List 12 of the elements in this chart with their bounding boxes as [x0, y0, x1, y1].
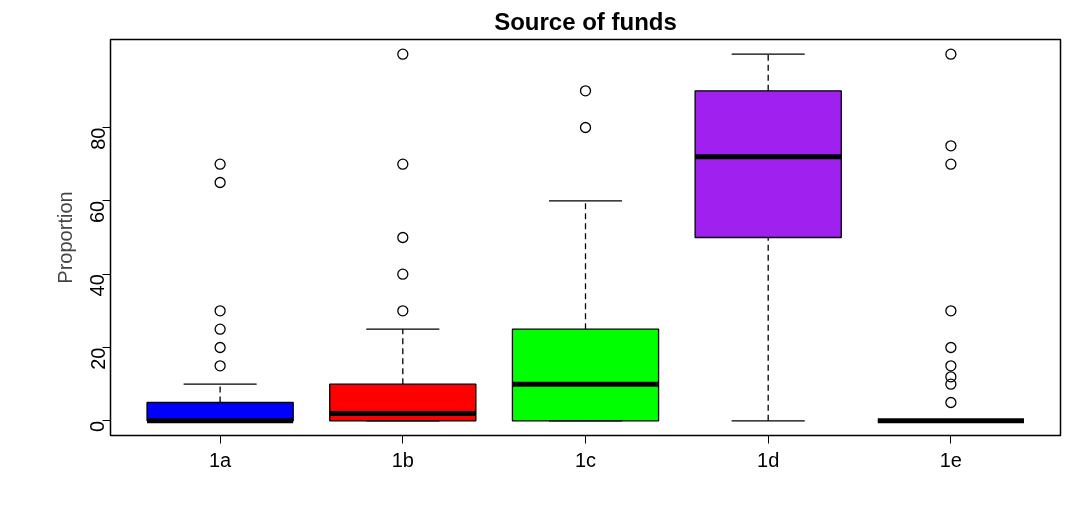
x-tick-label: 1b — [391, 448, 414, 471]
y-tick-label: 60 — [86, 200, 109, 224]
y-tick-label: 40 — [86, 274, 109, 297]
x-tick-label: 1c — [574, 448, 597, 471]
x-tick-label: 1d — [757, 448, 780, 471]
y-tick-label: 20 — [86, 347, 109, 370]
x-tick-label: 1e — [939, 448, 963, 471]
x-tick-label: 1a — [208, 448, 233, 471]
chart-title: Source of funds — [494, 7, 677, 35]
y-tick-label: 0 — [86, 420, 109, 432]
y-axis-title: Proportion — [53, 191, 76, 284]
y-tick-label: 80 — [86, 127, 109, 150]
